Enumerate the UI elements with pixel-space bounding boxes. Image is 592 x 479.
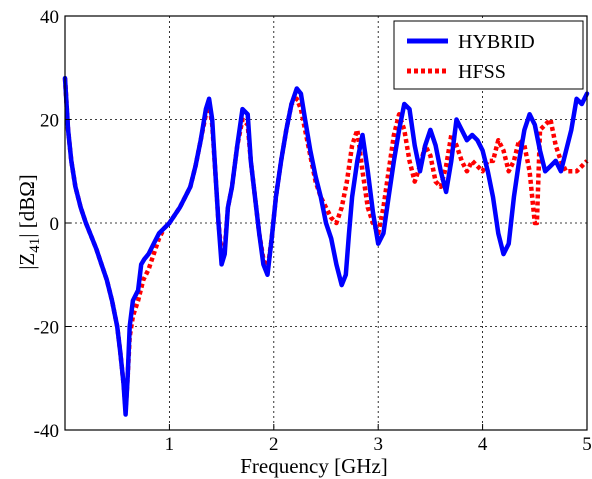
x-tick-label: 3: [373, 434, 383, 455]
y-tick-label: -20: [34, 318, 59, 339]
series-line-hybrid: [62, 75, 590, 417]
y-axis-label-subscript: 41: [27, 238, 43, 253]
axis-ticks: 1 2 3 4 5 -40 -20 0 20 40: [34, 7, 592, 455]
y-axis-label-close: | [dBΩ]: [15, 174, 39, 238]
y-axis-label-open: |Z: [15, 253, 39, 270]
x-tick-label: 4: [478, 434, 488, 455]
x-tick-label: 1: [165, 434, 175, 455]
y-axis-label: |Z41| [dBΩ]: [15, 174, 43, 270]
legend-label-hybrid: HYBRID: [458, 31, 535, 53]
x-axis-label: Frequency [GHz]: [240, 454, 388, 478]
legend-box: [393, 20, 584, 90]
x-tick-label: 2: [269, 434, 279, 455]
series-lines: [62, 75, 590, 417]
y-tick-label: 20: [40, 111, 59, 132]
y-tick-label: -40: [34, 421, 59, 442]
y-tick-label: 40: [40, 7, 59, 28]
legend-label-hfss: HFSS: [458, 61, 506, 83]
legend: HYBRID HFSS: [393, 20, 584, 90]
y-tick-label: 0: [50, 214, 60, 235]
x-tick-label: 5: [582, 434, 592, 455]
series-line-hfss: [62, 77, 589, 412]
